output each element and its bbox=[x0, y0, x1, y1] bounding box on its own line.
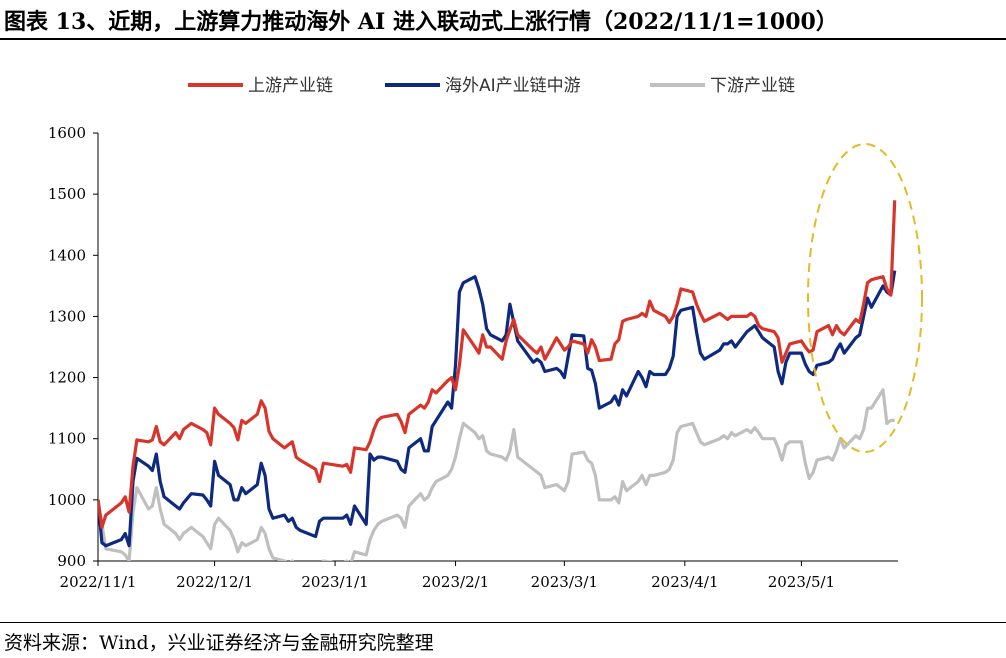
line-chart: 900 1000 1100 1200 1300 1400 1500 1600 2022/11/1… bbox=[48, 76, 923, 591]
x-tick-label: 2022/11/1 bbox=[60, 573, 137, 591]
chart-title: 图表 13、近期，上游算力推动海外 AI 进入联动式上涨行情（2022/11/1… bbox=[4, 9, 838, 35]
x-tick-label: 2023/1/1 bbox=[301, 573, 368, 591]
y-tick-label: 1500 bbox=[48, 185, 86, 203]
chart-legend: 上游产业链 海外AI产业链中游 下游产业链 bbox=[188, 76, 795, 96]
source-note: 资料来源：Wind，兴业证券经济与金融研究院整理 bbox=[4, 632, 434, 654]
chart-series bbox=[98, 200, 897, 561]
x-tick-label: 2022/12/1 bbox=[176, 573, 253, 591]
y-tick-label: 1600 bbox=[48, 124, 86, 142]
y-tick-label: 900 bbox=[57, 552, 86, 570]
title-rule bbox=[0, 38, 1006, 40]
series-line-1 bbox=[98, 270, 897, 548]
y-tick-label: 1000 bbox=[48, 491, 86, 509]
legend-label: 下游产业链 bbox=[710, 76, 795, 96]
series-line-2 bbox=[98, 388, 895, 561]
series-line-0 bbox=[98, 200, 897, 529]
chart-axes: 900 1000 1100 1200 1300 1400 1500 1600 2022/11/1… bbox=[48, 124, 898, 591]
x-tick-label: 2023/4/1 bbox=[651, 573, 718, 591]
x-tick-label: 2023/3/1 bbox=[531, 573, 598, 591]
y-tick-label: 1200 bbox=[48, 369, 86, 387]
x-tick-label: 2023/5/1 bbox=[768, 573, 835, 591]
y-tick-label: 1300 bbox=[48, 307, 86, 325]
y-tick-label: 1100 bbox=[48, 430, 86, 448]
y-tick-label: 1400 bbox=[48, 246, 86, 264]
legend-label: 上游产业链 bbox=[248, 76, 333, 96]
highlight-ellipse bbox=[807, 143, 923, 453]
legend-label: 海外AI产业链中游 bbox=[445, 76, 581, 96]
footer-rule bbox=[0, 622, 1006, 623]
x-tick-label: 2023/2/1 bbox=[422, 573, 489, 591]
